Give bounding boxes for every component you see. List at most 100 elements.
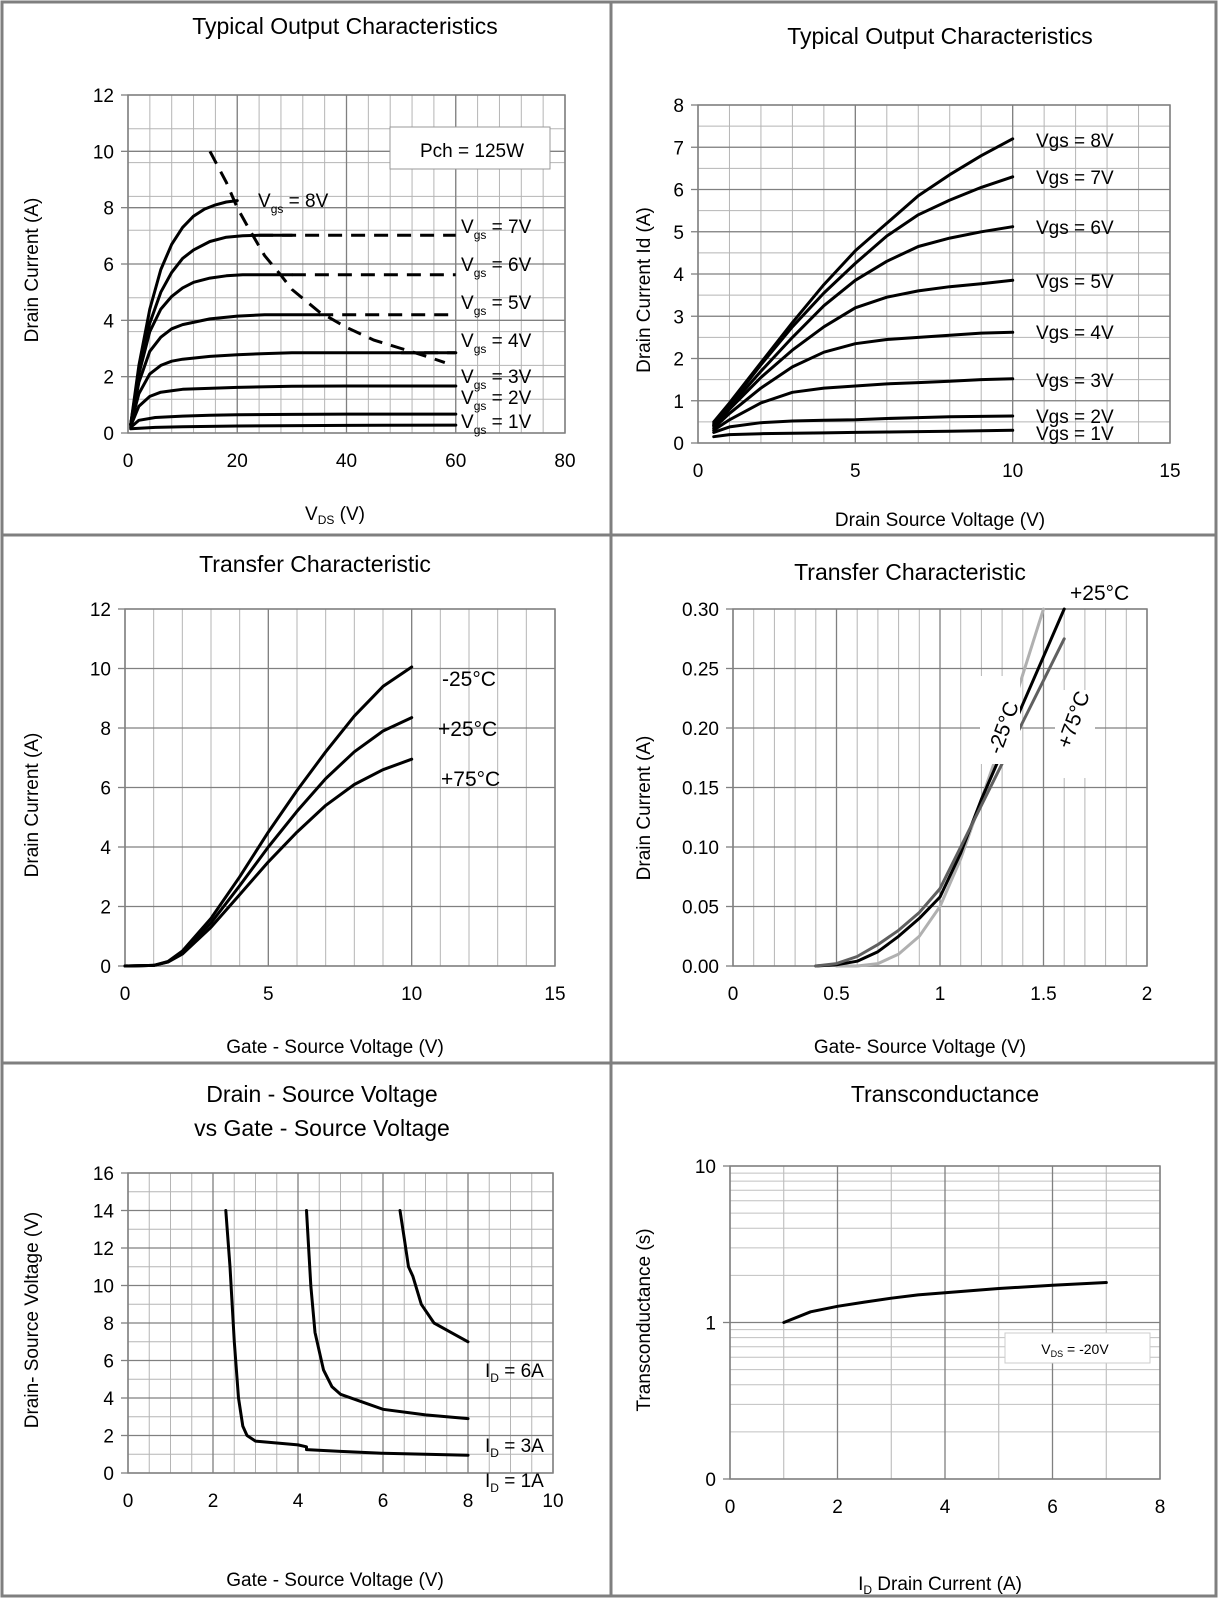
y-tick-label: 10 bbox=[93, 142, 114, 163]
axes: 0 5 10 15 0 2 4 6 8 10 12 bbox=[90, 600, 566, 1005]
curve-label: +25°C bbox=[438, 718, 497, 741]
curve-labels: -25°C+25°C+75°C bbox=[980, 582, 1129, 778]
y-tick-label: 10 bbox=[93, 1277, 114, 1298]
axes: 0 20 40 60 80 0 2 4 6 8 10 12 bbox=[93, 86, 576, 472]
plot-area bbox=[124, 608, 556, 967]
x-tick-label: 0 bbox=[728, 984, 739, 1005]
x-tick-label: 2 bbox=[1142, 984, 1153, 1005]
x-tick-label: 0 bbox=[120, 984, 131, 1005]
curve-label: Vgs = 4V bbox=[1036, 323, 1114, 344]
axes: 0 2 4 6 8 0 1 10 bbox=[695, 1157, 1165, 1518]
chart-title: Typical Output Characteristics bbox=[192, 13, 498, 39]
ylabel: Transconductance (s) bbox=[634, 1228, 655, 1411]
series-line-3 bbox=[123, 757, 414, 968]
y-tick-label: 8 bbox=[103, 199, 114, 220]
ylabel: Drain Current (A) bbox=[22, 198, 43, 343]
chart-output-characteristics-id: Typical Output Characteristics 0 5 10 15 0 1 2… bbox=[634, 23, 1181, 531]
axes: 0 5 10 15 0 1 2 3 4 5 6 7 8 bbox=[673, 96, 1180, 482]
annotation-vds: VDS = -20V bbox=[1041, 1341, 1109, 1359]
series-group bbox=[224, 1209, 470, 1457]
curve-label: Vgs = 8V bbox=[1036, 131, 1114, 152]
x-tick-label: 1 bbox=[935, 984, 946, 1005]
series-line-1 bbox=[224, 1209, 470, 1457]
y-tick-label: 12 bbox=[90, 600, 111, 621]
series-line-6 bbox=[712, 377, 1015, 432]
series-line-3 bbox=[129, 273, 294, 427]
xlabel: ID Drain Current (A) bbox=[858, 1574, 1022, 1597]
x-tick-label: 40 bbox=[336, 451, 357, 472]
chart-title: Transfer Characteristic bbox=[794, 559, 1026, 585]
annotation-box bbox=[389, 126, 551, 170]
curve-label: Vgs = 4V bbox=[461, 331, 532, 356]
chart-title: Transconductance bbox=[851, 1081, 1039, 1107]
series-group bbox=[123, 665, 414, 968]
series-line-2 bbox=[305, 1209, 470, 1421]
y-tick-label: 0.20 bbox=[682, 719, 719, 740]
x-tick-label: 15 bbox=[544, 984, 565, 1005]
x-tick-label: 5 bbox=[263, 984, 274, 1005]
x-tick-label: 0 bbox=[693, 461, 704, 482]
curve-label: Vgs = 8V bbox=[258, 191, 329, 216]
y-tick-label: 6 bbox=[103, 1352, 114, 1373]
y-tick-label: 4 bbox=[100, 838, 111, 859]
x-tick-label: 10 bbox=[401, 984, 422, 1005]
curve-labels: -25°C +25°C +75°C bbox=[438, 668, 500, 791]
series-line-7 bbox=[712, 414, 1015, 434]
x-tick-label: 0 bbox=[725, 1497, 736, 1518]
x-tick-label: 2 bbox=[208, 1491, 219, 1512]
curve-label: ID = 6A bbox=[485, 1361, 544, 1385]
chart-vds-vs-vgs: Drain - Source Voltage vs Gate - Source … bbox=[22, 1081, 564, 1591]
x-tick-label: 0 bbox=[123, 1491, 134, 1512]
y-tick-label: 12 bbox=[93, 1239, 114, 1260]
curve-label: +25°C bbox=[1070, 582, 1129, 605]
x-tick-label: 4 bbox=[293, 1491, 304, 1512]
y-tick-label: 8 bbox=[100, 719, 111, 740]
x-tick-label: 0 bbox=[123, 451, 134, 472]
ylabel: Drain Current (A) bbox=[634, 736, 655, 881]
series-line-4 bbox=[129, 313, 321, 427]
y-tick-label: 2 bbox=[673, 350, 684, 371]
x-tick-label: 15 bbox=[1159, 461, 1180, 482]
y-tick-label: 0.15 bbox=[682, 779, 719, 800]
chart-title-line2: vs Gate - Source Voltage bbox=[194, 1115, 450, 1141]
xlabel: Gate- Source Voltage (V) bbox=[814, 1037, 1026, 1058]
curve-label: +75°C bbox=[441, 768, 500, 791]
grid bbox=[729, 1165, 1161, 1480]
curve-label: Vgs = 2V bbox=[461, 388, 532, 413]
axes: 0 0.5 1 1.5 2 0.00 0.05 0.10 0.15 0.20 0.25 0.30 bbox=[682, 600, 1152, 1005]
series-line-2 bbox=[129, 233, 294, 427]
curve-labels: ID = 6A ID = 3A ID = 1A bbox=[485, 1361, 544, 1495]
y-tick-label: 0 bbox=[103, 424, 114, 445]
chart-transfer-characteristic: Transfer Characteristic 0 5 10 15024681012 … bbox=[22, 551, 566, 1058]
curve-label: Vgs = 6V bbox=[1036, 218, 1114, 239]
curve-label: Vgs = 7V bbox=[1036, 168, 1114, 189]
plot-area bbox=[729, 1165, 1161, 1480]
y-tick-label: 1 bbox=[705, 1314, 716, 1335]
curve-label: Vgs = 6V bbox=[461, 255, 532, 280]
series-line-8 bbox=[129, 423, 458, 431]
x-tick-label: 8 bbox=[1155, 1497, 1166, 1518]
series-group bbox=[712, 137, 1015, 439]
y-tick-label: 0 bbox=[673, 434, 684, 455]
series-line-4 bbox=[712, 278, 1015, 428]
y-tick-label: 0 bbox=[705, 1470, 716, 1491]
plot-area bbox=[127, 94, 566, 434]
x-tick-label: 0.5 bbox=[823, 984, 849, 1005]
curve-label: Vgs = 2V bbox=[1036, 407, 1114, 428]
y-tick-label: 14 bbox=[93, 1202, 115, 1223]
series-line-3 bbox=[398, 1209, 470, 1344]
series-line-5 bbox=[129, 351, 458, 427]
power-limit-curve bbox=[208, 150, 446, 365]
curve-label: Vgs = 1V bbox=[461, 412, 532, 437]
curve-label: -25°C bbox=[442, 668, 496, 691]
y-tick-label: 7 bbox=[673, 138, 684, 159]
curve-label: Vgs = 1V bbox=[1036, 424, 1114, 445]
y-tick-label: 2 bbox=[103, 368, 114, 389]
grid bbox=[732, 608, 1148, 967]
y-tick-label: 0.00 bbox=[682, 957, 719, 978]
ylabel: Drain Current Id (A) bbox=[634, 207, 655, 373]
y-tick-label: 8 bbox=[103, 1314, 114, 1335]
x-tick-label: 5 bbox=[850, 461, 861, 482]
y-tick-label: 4 bbox=[673, 265, 684, 286]
curve-label: Vgs = 5V bbox=[461, 293, 532, 318]
